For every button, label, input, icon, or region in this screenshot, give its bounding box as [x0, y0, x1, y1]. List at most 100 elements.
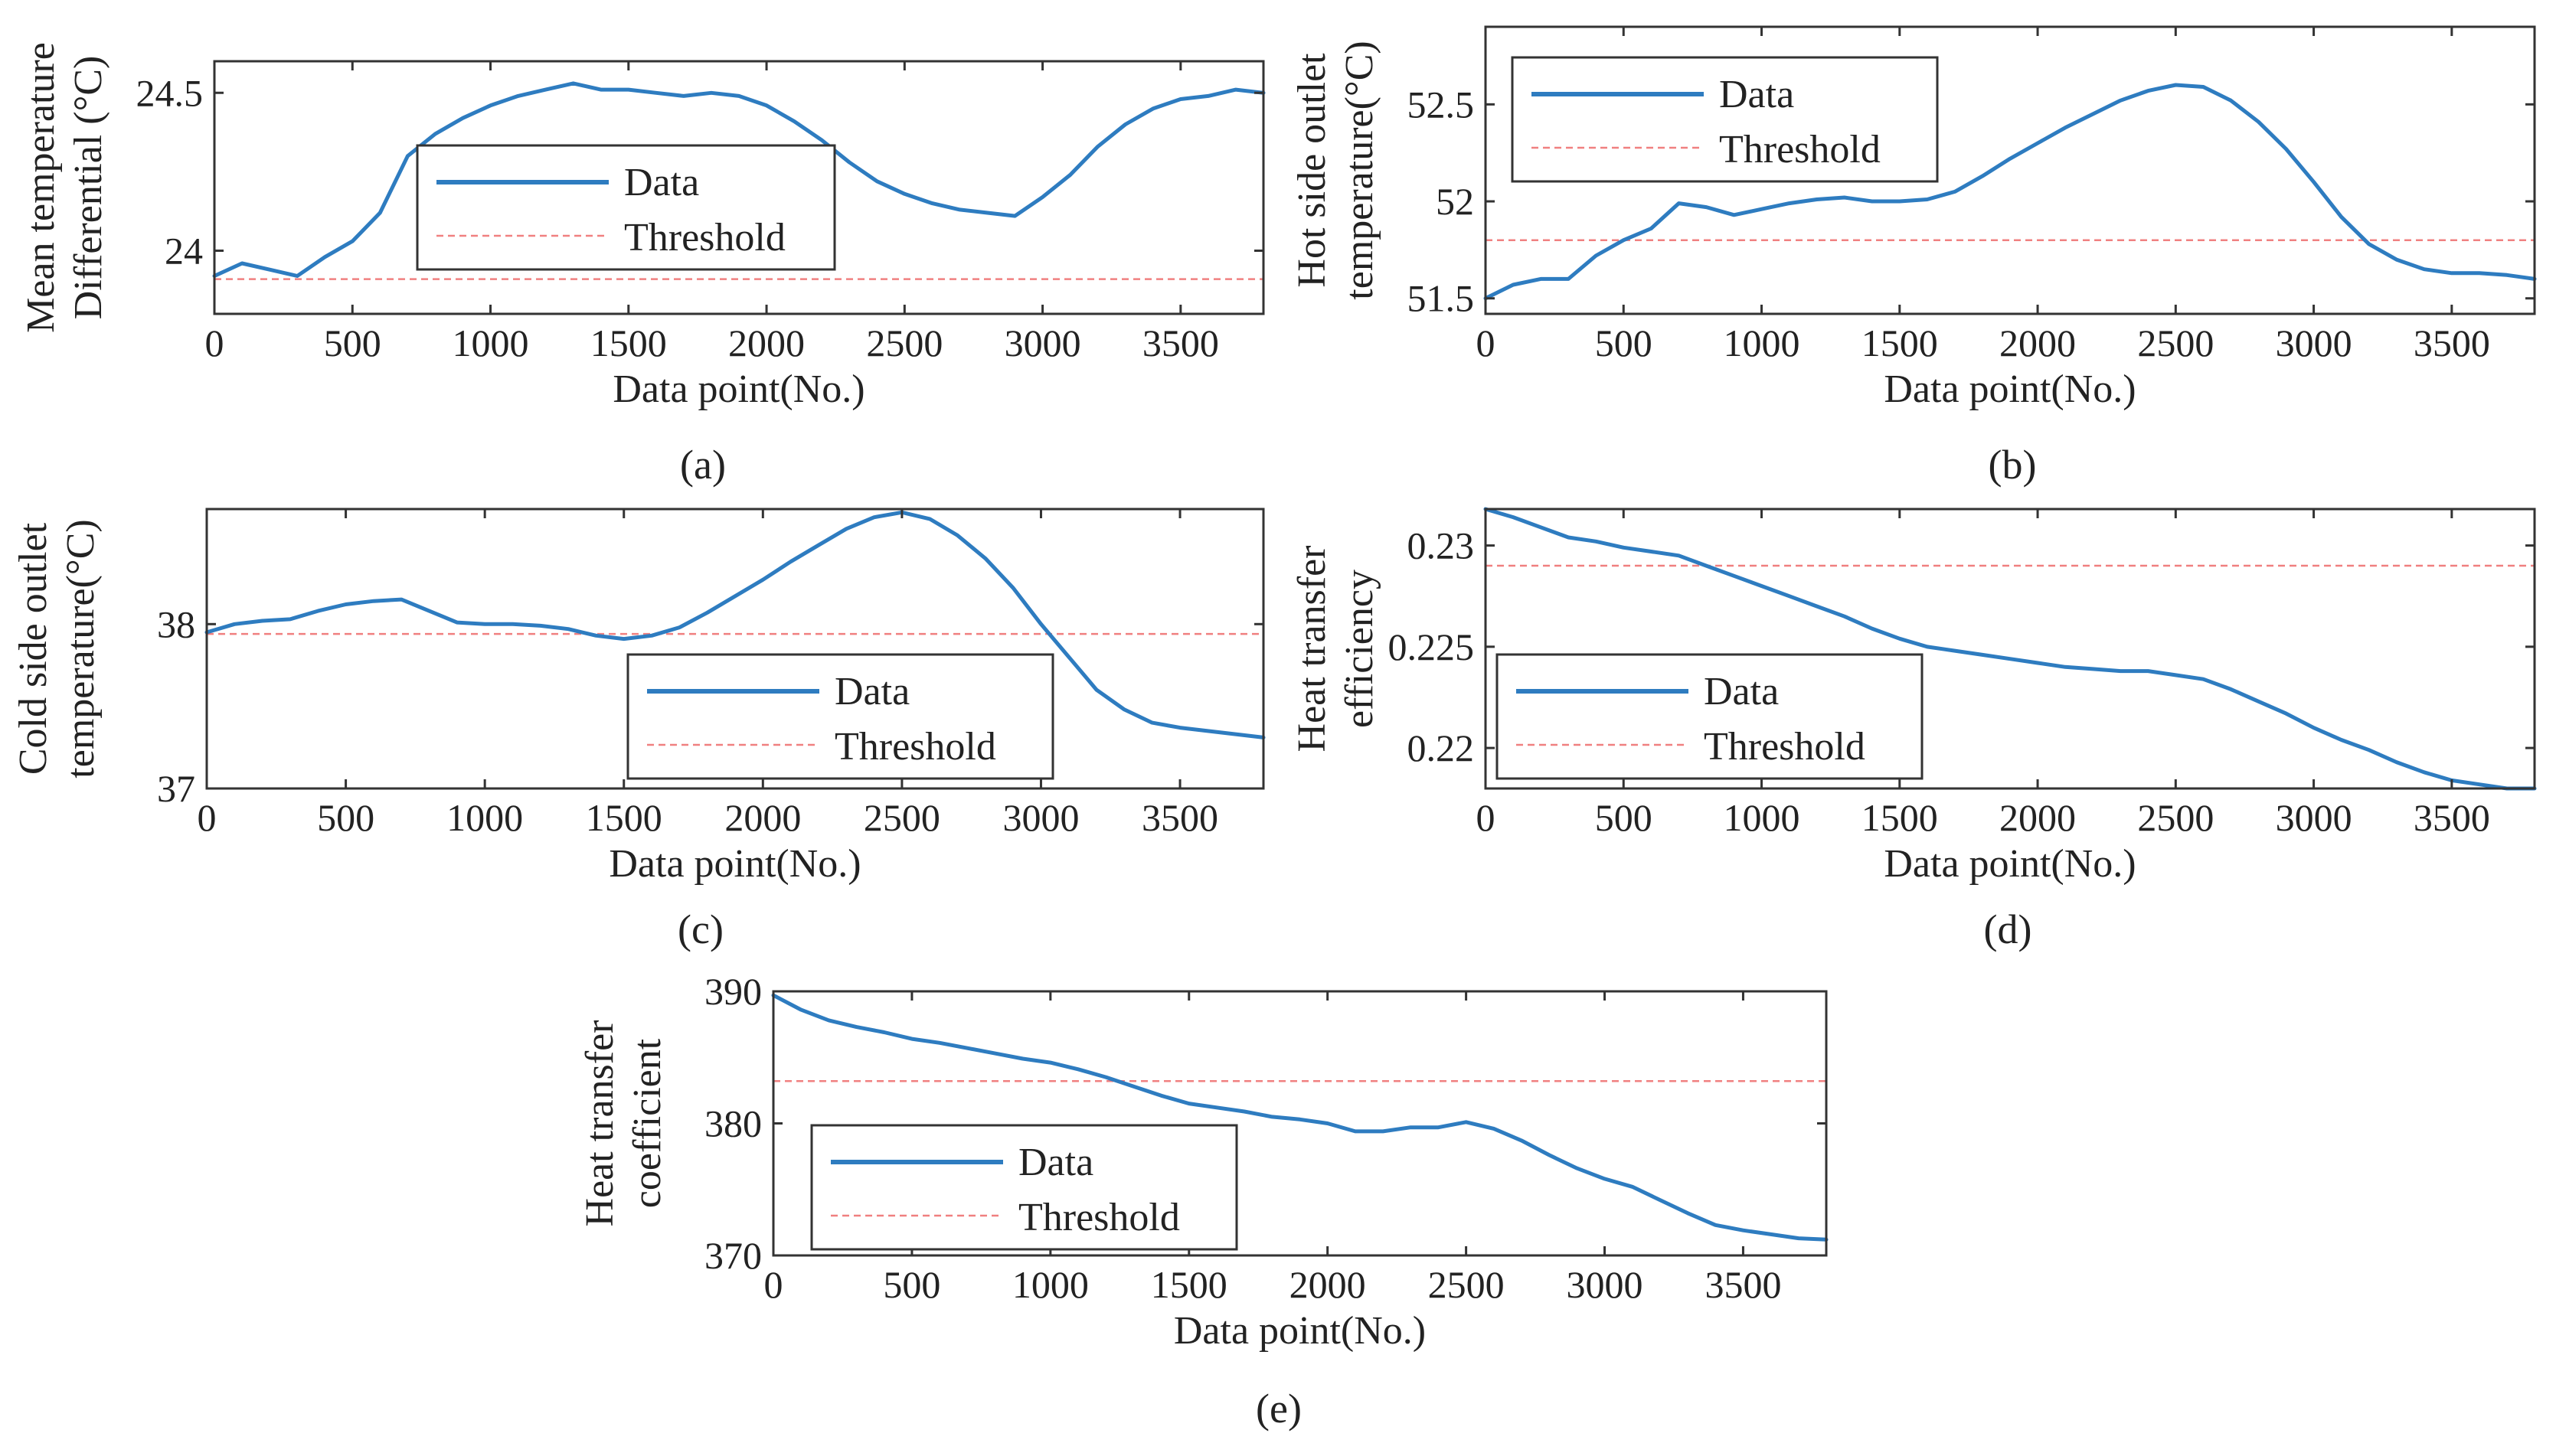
- legend-data-label: Data: [1704, 670, 1779, 713]
- x-tick-label: 0: [198, 796, 217, 839]
- x-tick-label: 1500: [1861, 322, 1938, 364]
- x-tick-label: 2000: [1999, 322, 2076, 364]
- axes-frame: [205, 508, 1265, 790]
- legend: Data Threshold: [416, 144, 836, 271]
- axes-frame: [213, 60, 1265, 315]
- x-tick-label: 3500: [1142, 796, 1218, 839]
- chart-b: 0 500 1000 1500 2000 2500 3000 3500 51.5 52 52.5 Da…: [1290, 25, 2537, 488]
- legend-threshold-label: Threshold: [1704, 725, 1865, 769]
- x-tick-label: 500: [317, 796, 374, 839]
- x-tick-label: 2000: [1289, 1263, 1366, 1306]
- legend-data-label: Data: [624, 161, 699, 204]
- axes-frame: [1484, 508, 2536, 790]
- legend-box: [1495, 653, 1924, 780]
- y-axis-label-line: Differential (°C): [67, 56, 110, 320]
- y-axis-label-line: temperature(°C): [1338, 41, 1381, 299]
- x-tick-label: 3000: [2276, 322, 2352, 364]
- legend-box: [626, 653, 1054, 780]
- y-axis-label-line: Mean temperature: [19, 42, 63, 333]
- x-tick-label: 500: [324, 322, 381, 364]
- y-tick-label: 24: [165, 230, 203, 273]
- chart-a: 0 500 1000 1500 2000 2500 3000 3500 24 24.5 Data p…: [19, 42, 1266, 488]
- x-tick-label: 3000: [1002, 796, 1079, 839]
- chart-e: 0 500 1000 1500 2000 2500 3000 3500 370 380 390 Dat…: [578, 970, 1829, 1432]
- legend-threshold-label: Threshold: [1018, 1196, 1180, 1239]
- chart-c: 0 500 1000 1500 2000 2500 3000 3500 37 38 Data poi…: [11, 508, 1266, 952]
- x-tick-label: 1500: [590, 322, 667, 364]
- x-tick-label: 1500: [586, 796, 662, 839]
- x-tick-label: 1500: [1861, 796, 1938, 839]
- y-tick-label: 0.225: [1388, 625, 1475, 668]
- y-axis-label-line: Cold side outlet: [11, 522, 55, 775]
- legend-data-label: Data: [1719, 73, 1794, 116]
- x-tick-label: 2000: [1999, 796, 2076, 839]
- x-tick-label: 3500: [1705, 1263, 1781, 1306]
- x-axis-label: Data point(No.): [1884, 367, 2136, 411]
- y-tick-label: 390: [704, 970, 762, 1013]
- x-tick-label: 0: [1476, 796, 1495, 839]
- x-tick-label: 500: [1595, 322, 1652, 364]
- x-tick-label: 1000: [453, 322, 529, 364]
- subfigure-caption: (a): [680, 442, 726, 488]
- y-tick-label: 0.23: [1407, 524, 1475, 567]
- data-series-line: [1483, 83, 2537, 301]
- y-tick-label: 38: [157, 602, 195, 645]
- legend-box: [1511, 56, 1939, 183]
- x-tick-label: 1000: [1724, 796, 1800, 839]
- x-tick-label: 2500: [2137, 796, 2214, 839]
- x-axis-label: Data point(No.): [613, 367, 865, 411]
- legend-data-label: Data: [1018, 1141, 1093, 1184]
- y-tick-label: 52.5: [1407, 83, 1475, 126]
- x-tick-label: 500: [883, 1263, 940, 1306]
- legend: Data Threshold: [1511, 56, 1939, 183]
- x-tick-label: 1000: [1012, 1263, 1089, 1306]
- x-tick-label: 0: [764, 1263, 783, 1306]
- x-tick-label: 3000: [1567, 1263, 1643, 1306]
- legend: Data Threshold: [626, 653, 1054, 780]
- chart-d: 0 500 1000 1500 2000 2500 3000 3500 0.22 0.225 0.2…: [1290, 507, 2537, 952]
- y-tick-label: 24.5: [136, 71, 204, 114]
- x-axis-label: Data point(No.): [1884, 842, 2136, 886]
- y-tick-label: 51.5: [1407, 277, 1475, 320]
- data-series-line: [1483, 507, 2537, 791]
- x-tick-label: 3000: [2276, 796, 2352, 839]
- x-tick-label: 0: [205, 322, 224, 364]
- x-tick-label: 2500: [2137, 322, 2214, 364]
- y-axis-label-line: Heat transfer: [1290, 546, 1334, 752]
- x-tick-label: 2500: [866, 322, 943, 364]
- x-tick-label: 3500: [2414, 796, 2490, 839]
- y-axis-label-line: Heat transfer: [578, 1020, 622, 1227]
- y-tick-label: 52: [1436, 180, 1474, 223]
- y-axis-label-line: Hot side outlet: [1290, 53, 1334, 288]
- y-axis-label-line: coefficient: [626, 1038, 669, 1208]
- legend-threshold-label: Threshold: [1719, 128, 1881, 171]
- subfigure-caption: (b): [1989, 442, 2037, 488]
- y-axis-label-line: temperature(°C): [59, 519, 103, 778]
- x-tick-label: 0: [1476, 322, 1495, 364]
- x-axis-label: Data point(No.): [1174, 1309, 1426, 1353]
- x-axis-label: Data point(No.): [609, 842, 861, 886]
- x-tick-label: 2500: [864, 796, 940, 839]
- subfigure-caption: (e): [1256, 1386, 1302, 1432]
- y-tick-label: 37: [157, 767, 195, 810]
- data-series-line: [204, 510, 1266, 739]
- legend-box: [810, 1124, 1238, 1251]
- data-series-line: [771, 993, 1829, 1242]
- legend-data-label: Data: [835, 670, 910, 713]
- x-tick-label: 3500: [2414, 322, 2490, 364]
- legend-box: [416, 144, 836, 271]
- x-tick-label: 1000: [446, 796, 523, 839]
- data-series-line: [212, 81, 1266, 278]
- x-tick-label: 3500: [1142, 322, 1219, 364]
- y-tick-label: 370: [704, 1234, 762, 1277]
- y-tick-label: 380: [704, 1102, 762, 1145]
- subfigure-caption: (d): [1984, 906, 2032, 952]
- legend: Data Threshold: [810, 1124, 1238, 1251]
- x-tick-label: 2000: [724, 796, 801, 839]
- x-tick-label: 2000: [728, 322, 805, 364]
- x-tick-label: 3000: [1005, 322, 1081, 364]
- legend-threshold-label: Threshold: [835, 725, 996, 769]
- x-tick-label: 500: [1595, 796, 1652, 839]
- legend: Data Threshold: [1495, 653, 1924, 780]
